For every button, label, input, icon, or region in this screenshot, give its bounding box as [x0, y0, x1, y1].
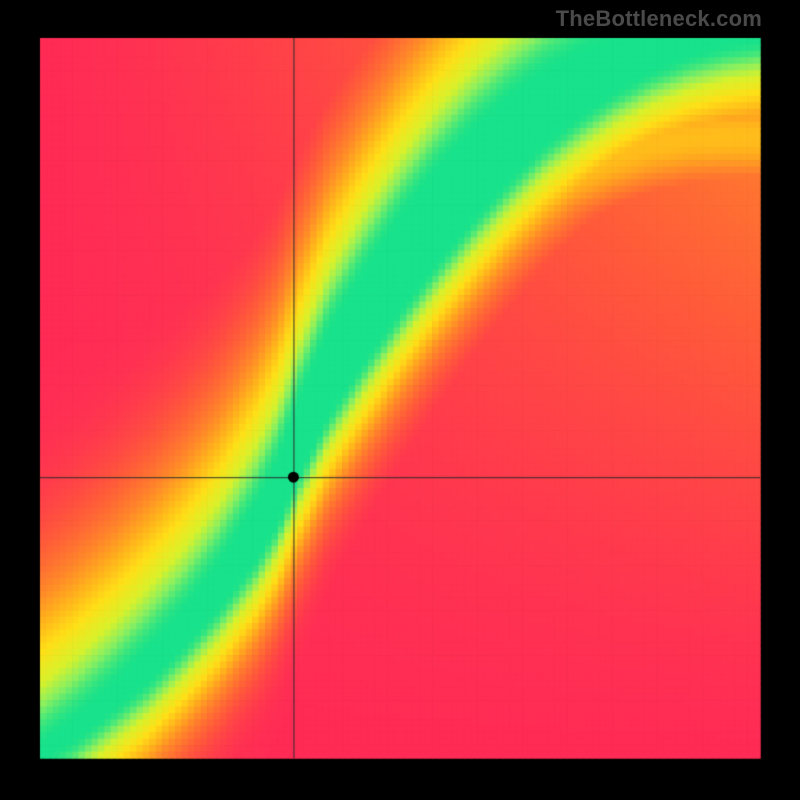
- watermark-label: TheBottleneck.com: [556, 6, 762, 32]
- heatmap-canvas: [0, 0, 800, 800]
- chart-container: TheBottleneck.com: [0, 0, 800, 800]
